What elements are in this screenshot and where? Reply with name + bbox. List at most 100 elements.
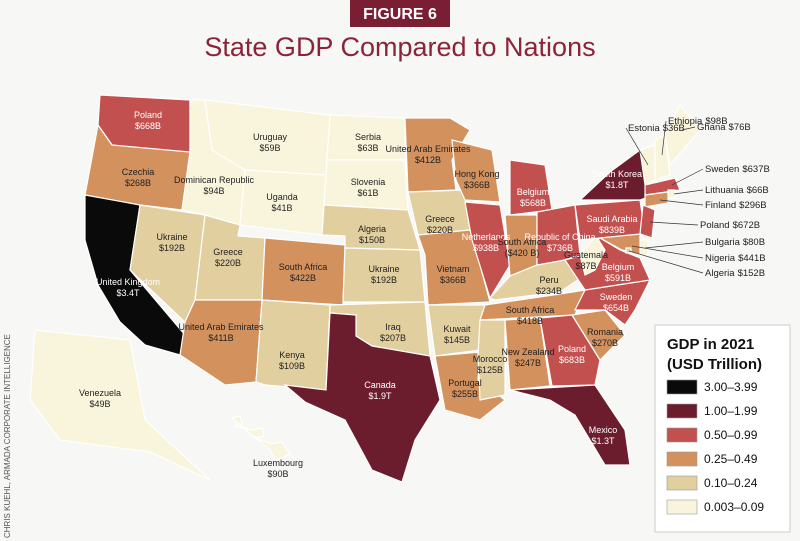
nation-name: South Africa <box>498 237 547 247</box>
state-label: Hong Kong $366B <box>454 169 499 190</box>
state-region <box>539 314 601 387</box>
nation-name: Portugal <box>448 378 482 388</box>
state-label: Finland $296B <box>705 200 767 211</box>
legend-label: 1.00–1.99 <box>704 404 758 418</box>
state-region <box>477 319 506 401</box>
state-region <box>639 204 656 239</box>
nation-name: Uganda <box>266 192 298 202</box>
nation-name: Sweden <box>705 164 739 175</box>
nation-name: South Africa <box>279 262 328 272</box>
gdp-value: $654B <box>603 303 629 313</box>
gdp-value: $637B <box>742 164 769 175</box>
state-label: Algeria $152B <box>705 268 765 279</box>
gdp-value: $1.8T <box>605 180 629 190</box>
state-label: United Arab Emirates $411B <box>178 322 264 343</box>
state-label: United Arab Emirates $412B <box>385 144 471 165</box>
gdp-value: ($420 B) <box>505 248 540 258</box>
nation-name: Kuwait <box>443 324 471 334</box>
state-region <box>283 312 441 483</box>
leader-line <box>671 168 704 186</box>
regions <box>29 94 701 483</box>
state-label: Poland $672B <box>700 220 760 231</box>
nation-name: Peru <box>539 275 558 285</box>
leader-line <box>628 250 704 274</box>
gdp-value: $125B <box>477 365 503 375</box>
gdp-value: $63B <box>357 143 378 153</box>
state-label: Uganda $41B <box>266 192 298 213</box>
nation-name: Iraq <box>385 322 401 332</box>
gdp-value: $247B <box>515 358 541 368</box>
nation-name: Morocco <box>473 354 508 364</box>
nation-name: Belgium <box>602 262 635 272</box>
gdp-value: $207B <box>380 333 406 343</box>
credit: CHRIS KUEHL, ARMADA CORPORATE INTELLIGEN… <box>3 334 12 538</box>
gdp-value: $422B <box>290 273 316 283</box>
nation-name: Vietnam <box>437 264 470 274</box>
gdp-value: $41B <box>271 203 292 213</box>
state-label: Canada $1.9T <box>364 380 396 401</box>
title: State GDP Compared to Nations <box>204 32 595 62</box>
nation-name: Ghana <box>697 122 726 133</box>
gdp-value: $80B <box>743 237 765 248</box>
legend-label: 0.50–0.99 <box>704 428 758 442</box>
gdp-value: $90B <box>267 469 288 479</box>
state-label: Serbia $63B <box>355 132 381 153</box>
nation-name: New Zealand <box>501 347 554 357</box>
gdp-value: $270B <box>592 338 618 348</box>
nation-name: Poland <box>700 220 730 231</box>
nation-name: Czechia <box>122 167 155 177</box>
gdp-value: $76B <box>729 122 751 133</box>
state-label: New Zealand $247B <box>501 347 554 368</box>
legend-swatch <box>666 427 698 443</box>
gdp-value: $150B <box>359 235 385 245</box>
leader-line <box>661 120 667 156</box>
state-region <box>451 139 501 203</box>
state-label: Dominican Republic $94B <box>174 175 255 196</box>
state-region <box>625 247 632 254</box>
gdp-value: $366B <box>464 180 490 190</box>
gdp-value: $938B <box>473 243 499 253</box>
legend-title: GDP in 2021 <box>667 336 754 353</box>
state-label: Uruguay $59B <box>253 132 288 153</box>
nation-name: Poland <box>134 110 162 120</box>
state-label: Ghana $76B <box>697 122 751 133</box>
state-label: Belgium $591B <box>602 262 635 283</box>
gdp-value: $672B <box>733 220 760 231</box>
nation-name: Algeria <box>705 268 735 279</box>
leader-line <box>673 189 704 195</box>
gdp-value: $192B <box>371 275 397 285</box>
legend-subtitle: (USD Trillion) <box>667 356 762 373</box>
gdp-value: $59B <box>259 143 280 153</box>
state-label: Slovenia $61B <box>351 177 386 198</box>
state-label: Greece $220B <box>425 214 455 235</box>
gdp-value: $49B <box>89 399 110 409</box>
state-label: Saudi Arabia $839B <box>586 214 637 235</box>
gdp-value: $220B <box>215 258 241 268</box>
nation-name: Ukraine <box>368 264 399 274</box>
state-label: Portugal $255B <box>448 378 482 399</box>
nation-name: Finland <box>705 200 736 211</box>
gdp-value: $145B <box>444 335 470 345</box>
state-label: Sweden $637B <box>705 164 770 175</box>
state-label: Kenya $109B <box>279 350 305 371</box>
gdp-value: $268B <box>125 178 151 188</box>
nation-name: Bulgaria <box>705 237 741 248</box>
nation-name: United Kingdom <box>96 277 160 287</box>
figure-label: FIGURE 6 <box>363 6 437 23</box>
state-region <box>644 191 669 208</box>
gdp-value: $98B <box>705 116 727 127</box>
gdp-value: $192B <box>159 243 185 253</box>
nation-name: Slovenia <box>351 177 386 187</box>
state-label: Belgium $568B <box>517 187 550 208</box>
nation-name: Algeria <box>358 224 386 234</box>
nation-name: Mexico <box>589 425 618 435</box>
gdp-value: $366B <box>440 275 466 285</box>
state-label: United Kingdom $3.4T <box>96 277 160 298</box>
state-region <box>664 103 701 167</box>
nation-name: Netherlands <box>462 232 511 242</box>
gdp-value: $66B <box>747 185 769 196</box>
state-label: Ukraine $192B <box>368 264 399 285</box>
state-label: Republic of China $736B <box>524 232 595 253</box>
nation-name: Poland <box>558 344 586 354</box>
